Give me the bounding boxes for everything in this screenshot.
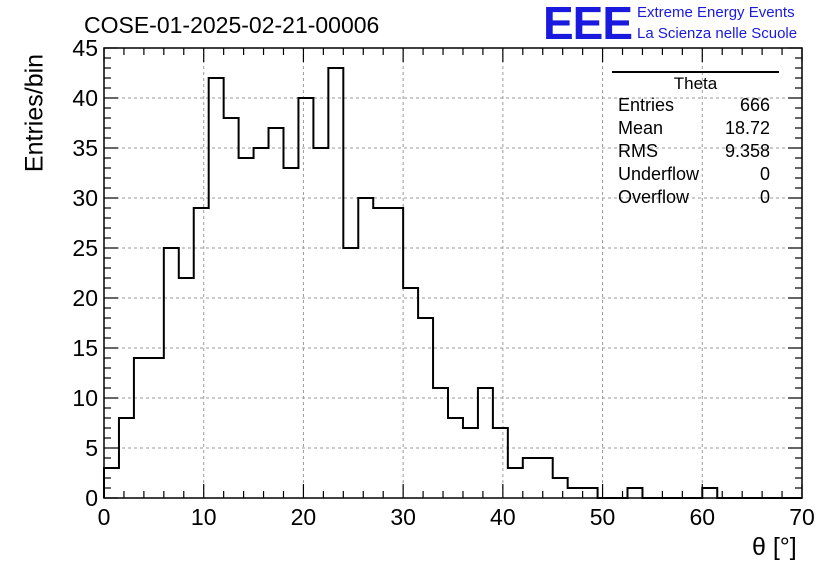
histogram-bin: [463, 428, 478, 498]
histogram-bin: [269, 128, 284, 498]
histogram-bin: [224, 118, 239, 498]
x-tick-label: 50: [590, 504, 616, 530]
stats-value: 0: [759, 187, 770, 207]
histogram-bin: [373, 208, 388, 498]
histogram-bin: [523, 458, 538, 498]
stats-label: Underflow: [618, 164, 700, 184]
y-tick-label: 35: [72, 135, 98, 161]
stats-value: 18.72: [724, 118, 770, 138]
x-tick-label: 40: [490, 504, 516, 530]
y-tick-label: 25: [72, 235, 98, 261]
histogram-bin: [149, 358, 164, 498]
y-tick-label: 20: [72, 285, 98, 311]
histogram-bin: [254, 148, 269, 498]
histogram-bin: [538, 458, 553, 498]
stats-box: Theta Entries 666 Mean 18.72 RMS 9.358 U…: [612, 71, 779, 209]
chart-title: COSE-01-2025-02-21-00006: [84, 12, 380, 38]
stats-row-underflow: Underflow 0: [612, 163, 779, 186]
histogram-bin: [179, 278, 194, 498]
histogram-bin: [433, 388, 448, 498]
x-axis-label: θ [°]: [752, 533, 797, 561]
stats-row-entries: Entries 666: [612, 94, 779, 117]
x-tick-label: 20: [291, 504, 317, 530]
x-tick-label: 30: [390, 504, 416, 530]
histogram-bin: [164, 248, 179, 498]
histogram-bin: [328, 68, 343, 498]
y-axis-label: Entries/bin: [20, 53, 49, 173]
histogram-bin: [568, 488, 583, 498]
y-tick-label: 45: [72, 35, 98, 61]
histogram-bin: [313, 148, 328, 498]
stats-value: 666: [739, 95, 770, 115]
histogram-bin: [583, 488, 598, 498]
stats-label: Mean: [618, 118, 664, 138]
tick-labels: 0 10 20 30 40 50 60 70 0 5 10 15 20 25 30 35 40 45: [72, 35, 814, 530]
histogram-bin: [418, 318, 433, 498]
histogram-bin: [702, 488, 717, 498]
stats-row-rms: RMS 9.358: [612, 140, 779, 163]
histogram-bin: [448, 418, 463, 498]
logo-line-2: La Scienza nelle Scuole: [637, 25, 798, 42]
x-tick-label: 0: [98, 504, 111, 530]
histogram-bin: [298, 98, 313, 498]
eee-logo: EEE: [543, 0, 633, 49]
y-tick-label: 40: [72, 85, 98, 111]
histogram-bin: [343, 248, 358, 498]
histogram-bin: [403, 288, 418, 498]
histogram-bin: [239, 158, 254, 498]
stats-label: RMS: [618, 141, 658, 161]
stats-row-overflow: Overflow 0: [612, 186, 779, 209]
logo-line-1: Extreme Energy Events: [637, 4, 795, 21]
stats-value: 0: [759, 164, 770, 184]
histogram-bin: [493, 428, 508, 498]
y-tick-label: 30: [72, 185, 98, 211]
stats-row-mean: Mean 18.72: [612, 117, 779, 140]
y-tick-label: 5: [85, 435, 98, 461]
histogram-bin: [508, 468, 523, 498]
histogram-bin: [119, 418, 134, 498]
x-tick-label: 60: [689, 504, 715, 530]
histogram-bin: [628, 488, 643, 498]
plot-frame: [103, 47, 803, 499]
y-tick-label: 15: [72, 335, 98, 361]
stats-label: Overflow: [618, 187, 690, 207]
histogram-bin: [209, 78, 224, 498]
grid-lines: [104, 48, 802, 498]
x-tick-label: 10: [191, 504, 217, 530]
histogram-bin: [104, 468, 119, 498]
y-tick-label: 10: [72, 385, 98, 411]
x-tick-label: 70: [789, 504, 815, 530]
y-tick-label: 0: [85, 485, 98, 511]
stats-label: Entries: [618, 95, 675, 115]
histogram-bin: [388, 208, 403, 498]
stats-value: 9.358: [724, 141, 770, 161]
histogram-bin: [134, 358, 149, 498]
histogram-bin: [553, 478, 568, 498]
histogram-bin: [194, 208, 209, 498]
histogram-bin: [478, 388, 493, 498]
axis-ticks: [103, 47, 803, 499]
stats-title: Theta: [612, 71, 779, 94]
